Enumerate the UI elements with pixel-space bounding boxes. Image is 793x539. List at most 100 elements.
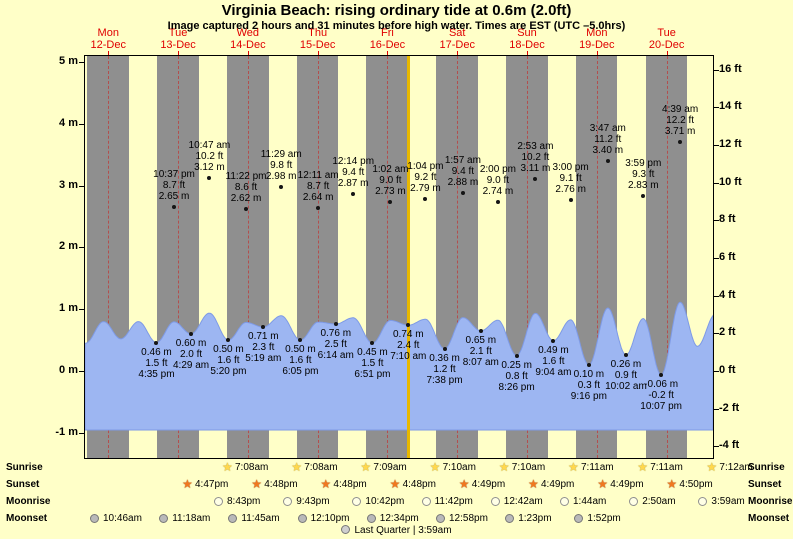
right-axis-tick <box>714 69 719 71</box>
high-tide-dot <box>568 198 573 203</box>
left-axis-tick <box>79 247 84 249</box>
moonrise-icon <box>560 497 569 506</box>
high-tide-label-line: 8.7 ft <box>162 180 186 192</box>
low-tide-label-line: 1.5 ft <box>145 357 168 369</box>
low-tide-label: 0.50 m 1.6 ft 6:05 pm <box>268 344 332 377</box>
moonset-time: 11:45am <box>241 513 280 524</box>
high-tide-label-line: 12.2 ft <box>666 114 695 126</box>
moonrise-time: 8:43pm <box>227 496 261 507</box>
high-tide-label-line: 2.76 m <box>555 184 586 196</box>
day-tick <box>527 51 529 56</box>
day-boundary-line <box>108 56 110 458</box>
sunset-icon: ★ <box>251 477 262 491</box>
day-tick <box>457 51 459 56</box>
high-tide-dot <box>388 200 393 205</box>
low-tide-label: 0.25 m 0.8 ft 8:26 pm <box>485 360 549 393</box>
high-tide-dot <box>460 191 465 196</box>
low-tide-label: -0.06 m -0.2 ft 10:07 pm <box>629 379 693 412</box>
low-tide-label: 0.60 m 2.0 ft 4:29 am <box>159 338 223 371</box>
high-tide-dot <box>172 205 177 210</box>
day-label: Thu 15-Dec <box>283 27 353 51</box>
low-tide-label-line: 10:02 am <box>605 380 647 392</box>
high-tide-label-line: 2.88 m <box>447 177 479 189</box>
sunrise-time: 7:11am <box>650 462 683 473</box>
low-tide-dot <box>154 340 159 345</box>
high-tide-label-line: 3.40 m <box>592 144 624 156</box>
sunrise-time: 7:11am <box>581 462 614 473</box>
right-axis-tick <box>714 182 719 184</box>
low-tide-label-line: 0.10 m <box>573 368 605 380</box>
high-tide-label-line: 2:53 am <box>517 140 554 152</box>
right-axis-tick <box>714 295 719 297</box>
day-tick <box>108 51 110 56</box>
high-tide-label-line: 2.73 m <box>375 186 406 198</box>
high-tide-dot <box>678 139 683 144</box>
high-tide-label-line: 3:59 pm <box>625 158 662 170</box>
right-axis-label: 14 ft <box>719 100 742 113</box>
day-date: 18-Dec <box>509 39 545 51</box>
sunrise-time: 7:09am <box>373 462 407 473</box>
sunrise-time: 7:10am <box>511 462 546 473</box>
day-name: Mon <box>586 27 608 39</box>
low-tide-label: 0.45 m 1.5 ft 6:51 pm <box>340 347 404 380</box>
astro-row-label-left: Sunrise <box>6 462 43 473</box>
high-tide-label: 12:14 pm 9.4 ft 2.87 m <box>321 156 385 189</box>
moonset-time: 10:46am <box>103 513 142 524</box>
left-axis-label: 3 m <box>59 178 78 191</box>
day-tick <box>317 51 319 56</box>
low-tide-label-line: 0.36 m <box>429 352 460 364</box>
day-label: Tue 20-Dec <box>632 27 702 51</box>
right-axis-label: 2 ft <box>719 326 736 339</box>
moonset-time: 1:52pm <box>587 513 621 524</box>
high-tide-label-line: 3.11 m <box>520 162 551 174</box>
high-tide-dot <box>533 176 538 181</box>
low-tide-dot <box>406 323 411 328</box>
low-tide-dot <box>659 372 664 377</box>
high-tide-dot <box>423 196 428 201</box>
sunrise-time: 7:08am <box>304 462 338 473</box>
low-tide-label: 0.10 m 0.3 ft 9:16 pm <box>557 369 621 402</box>
left-axis-label: 5 m <box>59 55 78 67</box>
high-tide-label-line: 9.3 ft <box>632 169 655 181</box>
moonset-time: 12:58pm <box>449 513 488 524</box>
day-tick <box>247 51 249 56</box>
capture-time-line <box>407 56 411 458</box>
day-boundary-line <box>178 56 180 458</box>
low-tide-label-line: 0.50 m <box>213 344 244 356</box>
astro-row-label-right: Sunset <box>748 479 782 490</box>
moonrise-icon <box>421 497 431 506</box>
high-tide-label-line: 2.87 m <box>337 177 369 189</box>
high-tide-label-line: 3.71 m <box>664 125 696 137</box>
moonset-icon <box>159 514 169 523</box>
moonset-icon <box>436 514 445 523</box>
low-tide-dot <box>623 352 628 357</box>
day-label: Fri 16-Dec <box>352 27 422 51</box>
high-tide-label-line: 2.98 m <box>265 170 297 182</box>
low-tide-label-line: 5:20 pm <box>210 366 247 378</box>
right-axis-tick <box>714 144 719 146</box>
day-boundary-line <box>596 56 598 458</box>
day-date: 15-Dec <box>299 39 336 51</box>
left-axis-tick <box>79 309 84 311</box>
high-tide-label-line: 9.0 ft <box>379 175 402 187</box>
low-tide-dot <box>370 341 375 346</box>
right-axis-tick <box>714 446 719 448</box>
day-name: Fri <box>381 27 394 39</box>
high-tide-label-line: 12:11 am <box>297 169 339 181</box>
left-axis-tick <box>79 62 84 63</box>
day-boundary-line <box>247 56 249 458</box>
moon-phase-text: Last Quarter | 3:59am <box>354 525 452 536</box>
high-tide-dot <box>605 158 610 163</box>
chart-title: Virginia Beach: rising ordinary tide at … <box>221 2 572 19</box>
high-tide-label-line: 1:02 am <box>372 164 409 176</box>
moonrise-icon <box>214 497 223 506</box>
high-tide-dot <box>495 199 500 204</box>
low-tide-label-line: 6:51 pm <box>354 369 391 381</box>
sunset-time: 4:49pm <box>610 479 644 490</box>
day-boundary-line <box>387 56 389 458</box>
high-tide-dot <box>351 191 356 196</box>
moonset-icon <box>574 514 584 523</box>
sunrise-icon: ★ <box>360 460 372 474</box>
right-axis-label: 4 ft <box>719 288 736 301</box>
